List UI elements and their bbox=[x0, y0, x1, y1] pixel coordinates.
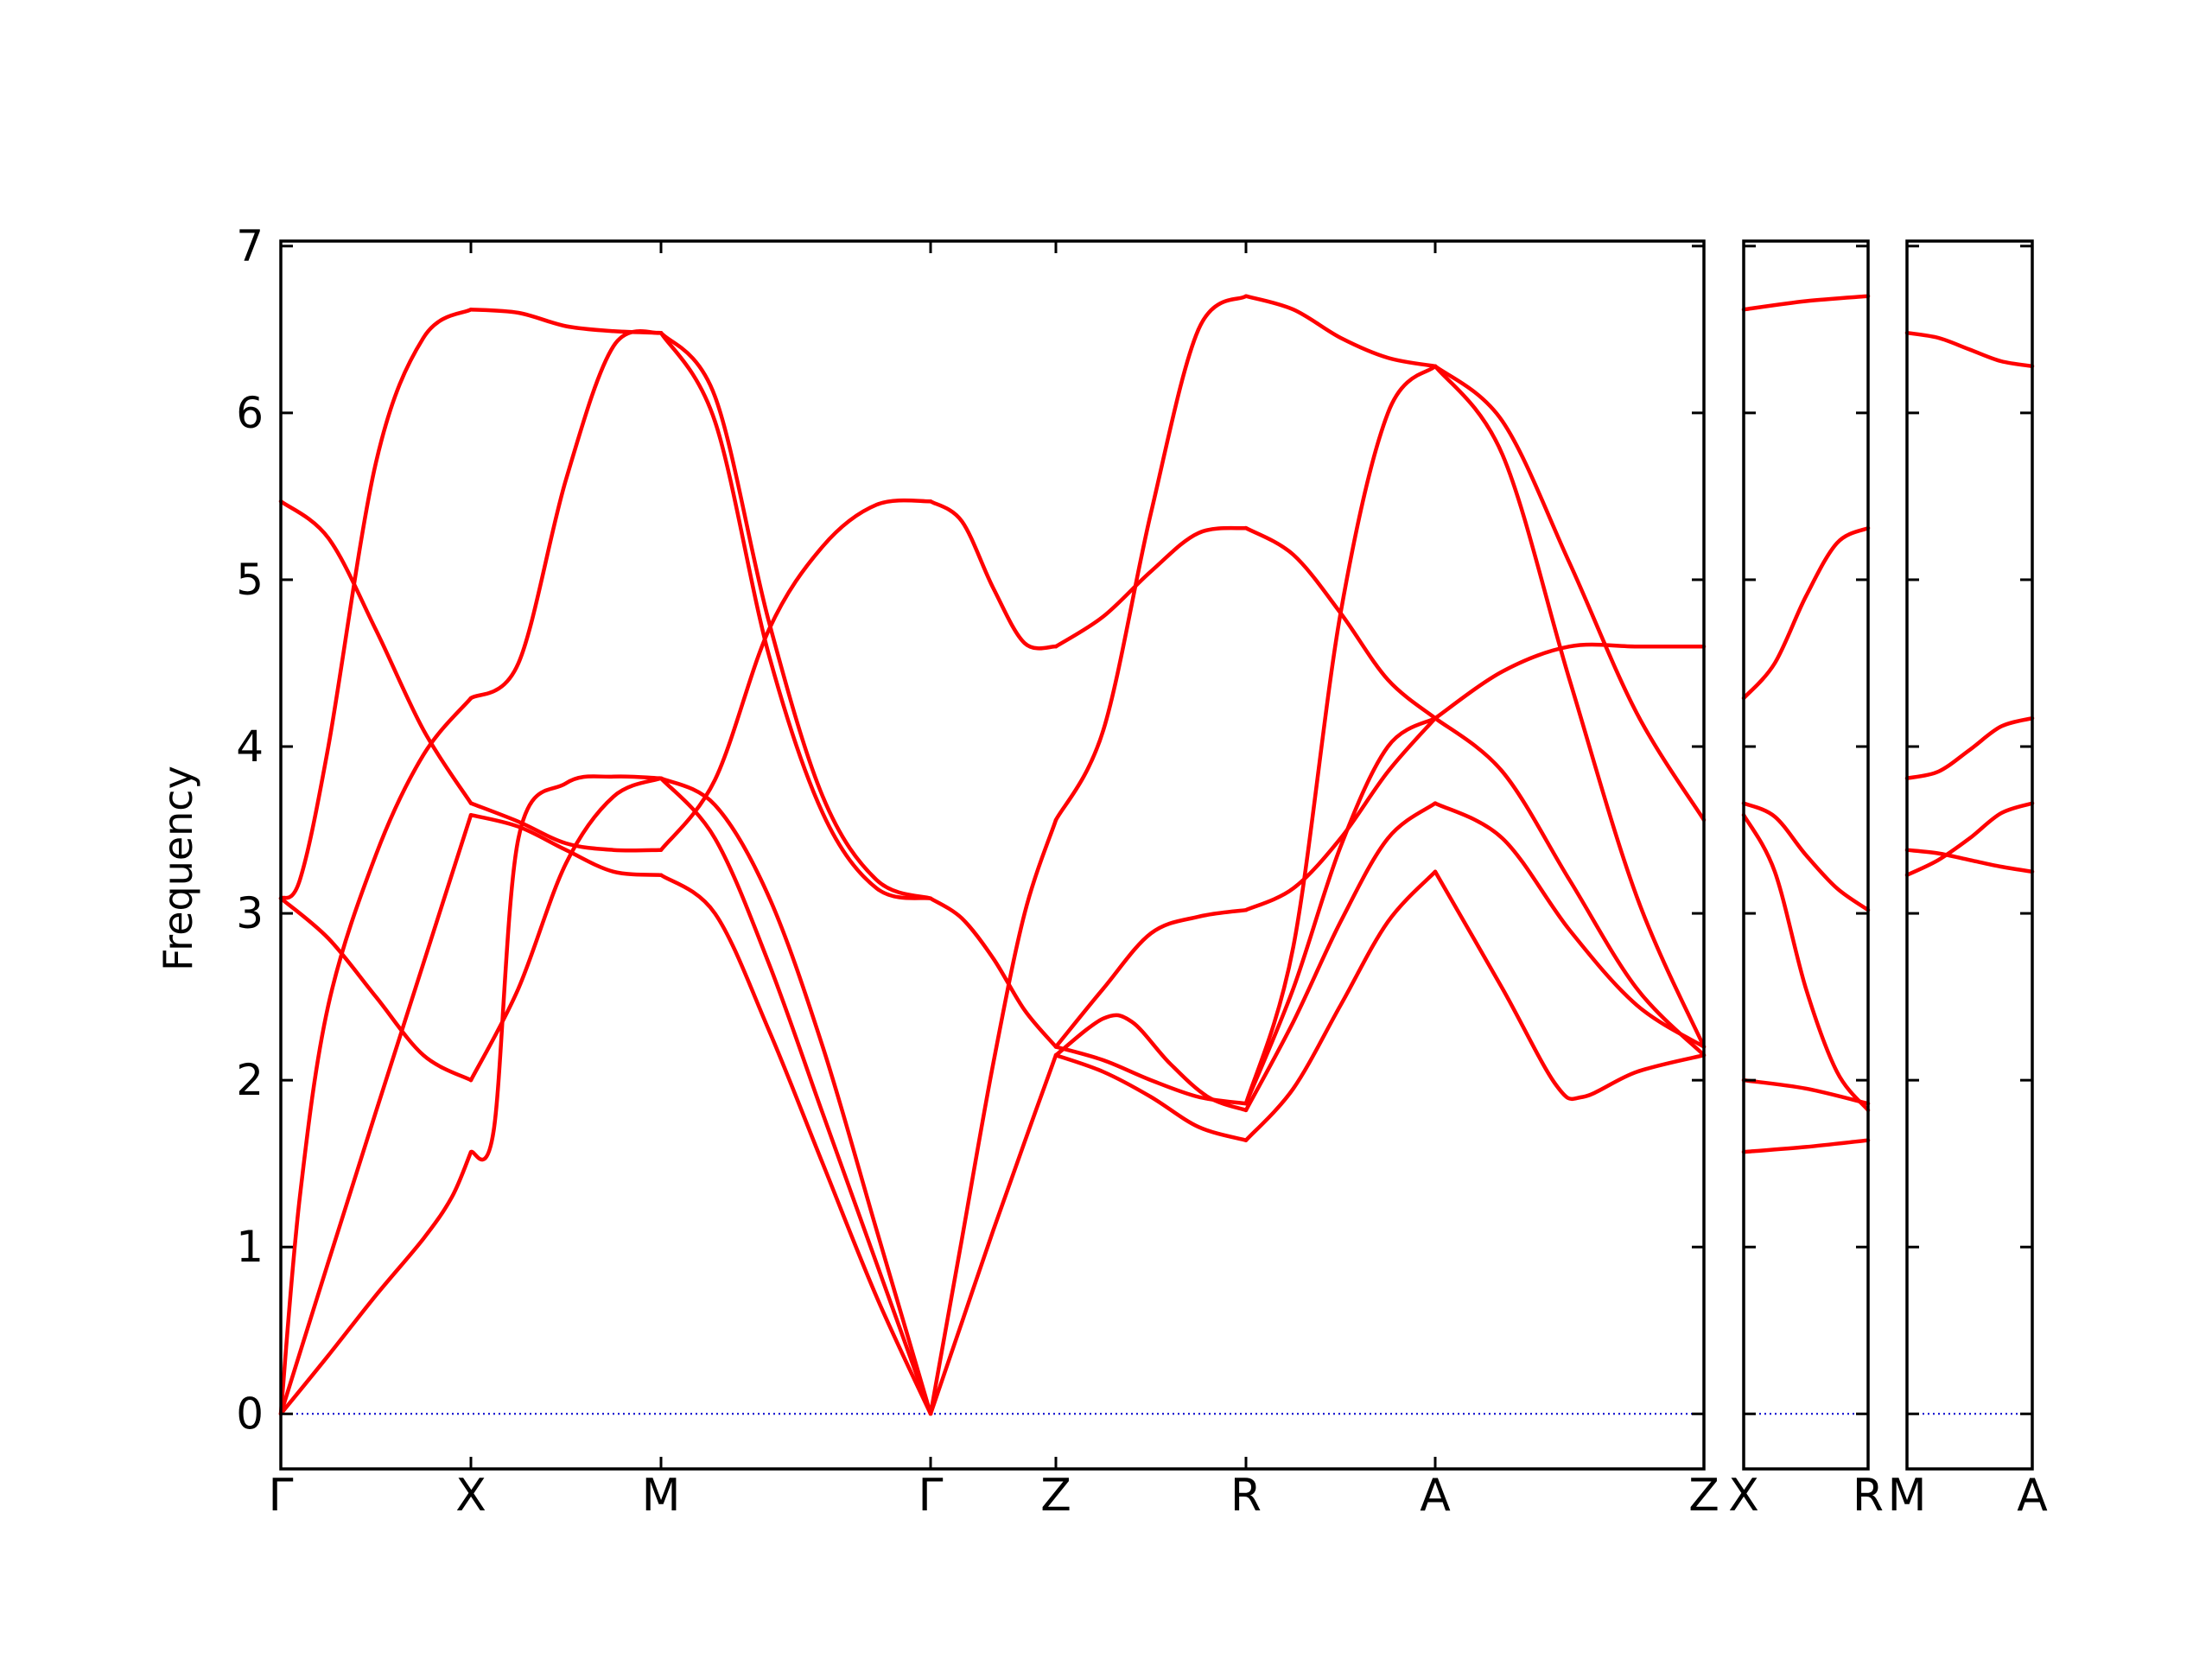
phonon-band-line bbox=[1243, 869, 1438, 1142]
x-tick-label: M bbox=[642, 1470, 681, 1522]
phonon-band-line bbox=[928, 817, 1058, 1416]
phonon-band-line bbox=[278, 696, 474, 1416]
phonon-band-line bbox=[1741, 525, 1871, 701]
phonon-band-line bbox=[1243, 715, 1438, 1106]
x-tick-label: R bbox=[1230, 1470, 1262, 1522]
phonon-band-line bbox=[468, 776, 664, 1083]
phonon-band-line bbox=[278, 499, 474, 805]
x-tick-label: Z bbox=[1040, 1470, 1071, 1522]
y-tick-label: 6 bbox=[236, 388, 264, 438]
phonon-band-line bbox=[1741, 801, 1871, 912]
phonon-band-line bbox=[1741, 812, 1871, 1113]
x-tick-label: A bbox=[2017, 1470, 2048, 1522]
phonon-band-line bbox=[928, 499, 1058, 651]
phonon-band-line bbox=[1243, 364, 1438, 1106]
phonon-band-line bbox=[1243, 294, 1438, 369]
phonon-band-line bbox=[1053, 1052, 1249, 1142]
phonon-band-line bbox=[1433, 715, 1707, 1058]
y-tick-label: 7 bbox=[236, 221, 264, 271]
phonon-band-line bbox=[1053, 294, 1249, 823]
x-tick-label: R bbox=[1853, 1470, 1884, 1522]
phonon-band-line bbox=[1904, 330, 2035, 369]
phonon-band-line bbox=[468, 812, 664, 877]
plot-frame bbox=[1905, 239, 2034, 1471]
x-tick-label: Γ bbox=[269, 1470, 294, 1522]
phonon-band-line bbox=[1243, 715, 1438, 912]
phonon-band-line bbox=[928, 896, 1058, 1049]
phonon-band-line bbox=[468, 307, 664, 335]
x-tick-label: Γ bbox=[918, 1470, 944, 1522]
y-tick-label: 2 bbox=[236, 1055, 264, 1105]
phonon-band-line bbox=[658, 330, 933, 900]
plot-frame bbox=[1742, 239, 1870, 1471]
phonon-band-line bbox=[658, 330, 933, 900]
phonon-band-line bbox=[1904, 715, 2035, 780]
y-tick-label: 5 bbox=[236, 555, 264, 605]
plot-frame bbox=[279, 239, 1706, 1471]
phonon-band-line bbox=[1741, 1077, 1871, 1106]
phonon-band-line bbox=[1243, 801, 1438, 1113]
x-tick-label: X bbox=[455, 1470, 486, 1522]
x-tick-label: Z bbox=[1688, 1470, 1719, 1522]
phonon-band-line bbox=[1433, 642, 1707, 721]
y-tick-label: 3 bbox=[236, 888, 264, 938]
phonon-band-line bbox=[658, 498, 933, 852]
x-tick-label: M bbox=[1888, 1470, 1927, 1522]
phonon-band-line bbox=[928, 1052, 1058, 1416]
phonon-band-line bbox=[1053, 1013, 1249, 1113]
phonon-band-line bbox=[1053, 907, 1249, 1049]
phonon-band-line bbox=[1433, 364, 1707, 1049]
phonon-band-line bbox=[278, 896, 474, 1083]
phonon-band-line bbox=[1433, 801, 1707, 1049]
phonon-band-line bbox=[1904, 801, 2035, 877]
phonon-band-line bbox=[1904, 848, 2035, 874]
x-tick-label: X bbox=[1728, 1470, 1759, 1522]
phonon-band-line bbox=[1053, 525, 1249, 649]
y-axis-label: Frequency bbox=[155, 766, 201, 971]
phonon-band-line bbox=[658, 776, 933, 1416]
phonon-band-line bbox=[278, 307, 474, 900]
phonon-band-line bbox=[1433, 869, 1707, 1102]
phonon-band-line bbox=[468, 329, 664, 701]
y-tick-label: 1 bbox=[236, 1222, 264, 1272]
phonon-band-line bbox=[1741, 1138, 1871, 1154]
y-tick-label: 4 bbox=[236, 721, 264, 772]
phonon-band-line bbox=[1433, 364, 1707, 823]
phonon-band-line bbox=[658, 776, 933, 1416]
x-tick-label: A bbox=[1420, 1470, 1451, 1522]
y-tick-label: 0 bbox=[236, 1389, 264, 1439]
phonon-band-line bbox=[468, 801, 664, 853]
phonon-band-line bbox=[278, 812, 474, 1416]
phonon-band-line bbox=[278, 1149, 474, 1416]
phonon-band-line bbox=[658, 873, 933, 1416]
phonon-band-line bbox=[468, 774, 664, 1162]
phonon-band-line bbox=[1741, 294, 1871, 312]
